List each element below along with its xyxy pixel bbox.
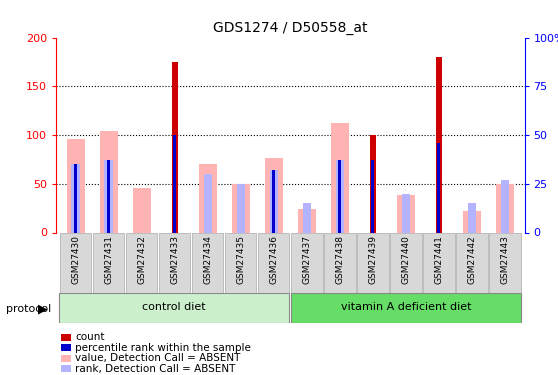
Bar	[297, 209, 316, 232]
Text: GSM27440: GSM27440	[401, 236, 410, 284]
FancyBboxPatch shape	[291, 292, 521, 322]
Bar	[99, 131, 118, 232]
Bar	[272, 170, 275, 232]
Text: GSM27438: GSM27438	[335, 236, 344, 285]
Bar	[71, 164, 80, 232]
Bar	[133, 188, 151, 232]
FancyBboxPatch shape	[126, 232, 157, 292]
Text: GSM27443: GSM27443	[500, 236, 509, 284]
Text: GSM27441: GSM27441	[434, 236, 443, 284]
Bar	[172, 62, 177, 232]
Bar	[338, 160, 341, 232]
FancyBboxPatch shape	[456, 232, 488, 292]
Text: GSM27437: GSM27437	[302, 236, 311, 285]
Text: GSM27442: GSM27442	[467, 236, 476, 284]
FancyBboxPatch shape	[192, 232, 224, 292]
Bar	[302, 203, 311, 232]
Bar	[173, 135, 176, 232]
Text: GSM27431: GSM27431	[104, 236, 113, 285]
Bar	[371, 160, 374, 232]
FancyBboxPatch shape	[59, 292, 290, 322]
Text: control diet: control diet	[142, 303, 206, 312]
Title: GDS1274 / D50558_at: GDS1274 / D50558_at	[213, 21, 367, 35]
FancyBboxPatch shape	[60, 232, 92, 292]
Text: rank, Detection Call = ABSENT: rank, Detection Call = ABSENT	[75, 364, 235, 374]
Text: GSM27439: GSM27439	[368, 236, 377, 285]
Bar	[237, 184, 245, 232]
Text: ▶: ▶	[38, 303, 47, 316]
Bar	[199, 164, 217, 232]
Bar	[270, 170, 278, 232]
Text: count: count	[75, 333, 105, 342]
Bar	[232, 184, 250, 232]
Bar	[335, 160, 344, 232]
Text: GSM27435: GSM27435	[236, 236, 245, 285]
FancyBboxPatch shape	[423, 232, 455, 292]
Bar	[501, 180, 509, 232]
Text: GSM27432: GSM27432	[137, 236, 146, 284]
Bar	[397, 195, 415, 232]
FancyBboxPatch shape	[489, 232, 521, 292]
Bar	[437, 143, 440, 232]
Text: GSM27436: GSM27436	[269, 236, 278, 285]
Bar	[330, 123, 349, 232]
Bar	[496, 184, 514, 232]
FancyBboxPatch shape	[291, 232, 323, 292]
Bar	[468, 203, 476, 232]
Bar	[463, 211, 481, 232]
Text: GSM27430: GSM27430	[71, 236, 80, 285]
FancyBboxPatch shape	[324, 232, 355, 292]
Bar	[107, 160, 110, 232]
FancyBboxPatch shape	[390, 232, 421, 292]
Bar	[436, 57, 442, 232]
FancyBboxPatch shape	[225, 232, 257, 292]
Bar	[370, 135, 376, 232]
Bar	[402, 194, 410, 232]
FancyBboxPatch shape	[159, 232, 190, 292]
Bar	[74, 164, 77, 232]
FancyBboxPatch shape	[357, 232, 388, 292]
Bar	[264, 158, 283, 232]
Text: GSM27433: GSM27433	[170, 236, 179, 285]
Bar	[204, 174, 212, 232]
Bar	[66, 139, 85, 232]
Text: percentile rank within the sample: percentile rank within the sample	[75, 343, 251, 353]
FancyBboxPatch shape	[258, 232, 290, 292]
FancyBboxPatch shape	[93, 232, 124, 292]
Text: protocol: protocol	[6, 304, 51, 314]
Bar	[104, 160, 113, 232]
Text: GSM27434: GSM27434	[203, 236, 212, 284]
Text: value, Detection Call = ABSENT: value, Detection Call = ABSENT	[75, 354, 240, 363]
Text: vitamin A deficient diet: vitamin A deficient diet	[341, 303, 472, 312]
